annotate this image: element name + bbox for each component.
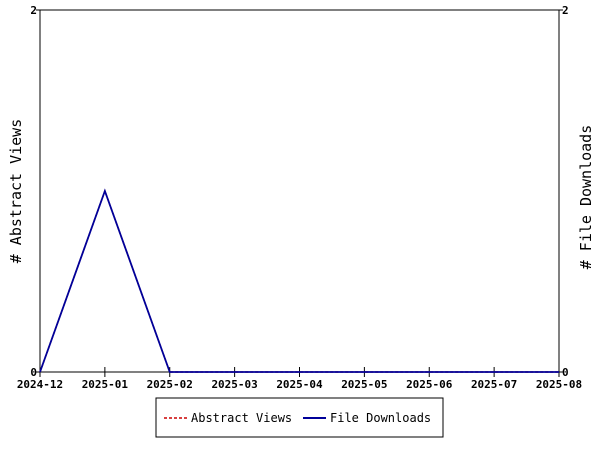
y-axis-title-left: # Abstract Views — [7, 119, 25, 264]
series-layer — [39, 188, 559, 373]
legend: Abstract Views File Downloads — [155, 397, 444, 438]
legend-box — [155, 397, 444, 438]
plot-area — [39, 9, 560, 373]
y-tick-label-right: 2 — [562, 4, 569, 17]
x-tick-label: 2025-04 — [276, 378, 323, 391]
x-tick-label: 2025-03 — [211, 378, 257, 391]
x-tick-label: 2025-07 — [471, 378, 517, 391]
series-line-file-downloads — [39, 188, 559, 373]
x-tick-label: 2025-02 — [147, 378, 193, 391]
y-tick-label-left: 0 — [30, 366, 37, 379]
y-tick-label-right: 0 — [562, 366, 569, 379]
x-tick-label: 2024-12 — [17, 378, 63, 391]
legend-label-abstract-views: Abstract Views — [191, 411, 292, 425]
x-tick-label: 2025-06 — [406, 378, 453, 391]
x-axis: 2024-12 2025-01 2025-02 2025-03 2025-04 2025-… — [17, 367, 582, 391]
y-axes: 0 0 2 2 — [30, 4, 568, 379]
x-tick-label: 2025-05 — [341, 378, 387, 391]
legend-label-file-downloads: File Downloads — [330, 411, 431, 425]
y-axis-title-right: # File Downloads — [577, 125, 595, 270]
x-tick-label: 2025-08 — [536, 378, 582, 391]
x-tick-label: 2025-01 — [82, 378, 129, 391]
y-tick-label-left: 2 — [30, 4, 37, 17]
